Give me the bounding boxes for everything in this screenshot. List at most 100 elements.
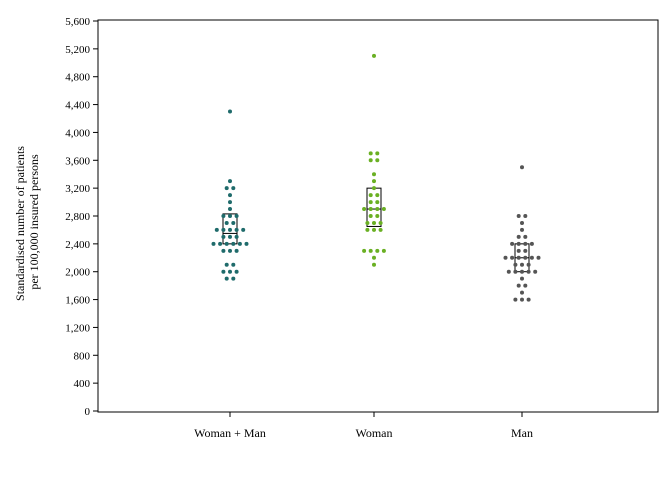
y-tick-label: 2,800	[65, 211, 90, 223]
data-point	[362, 207, 367, 212]
data-point	[368, 207, 373, 212]
data-point	[372, 220, 376, 225]
data-point	[231, 220, 236, 225]
data-point	[533, 269, 538, 274]
data-point	[520, 276, 524, 281]
data-point	[228, 193, 232, 198]
iqr-box	[366, 187, 382, 227]
data-point	[520, 290, 524, 295]
data-point	[228, 269, 232, 274]
data-point	[375, 200, 380, 205]
data-point	[516, 234, 521, 239]
data-point	[231, 186, 236, 191]
data-point	[520, 262, 524, 267]
y-tick-label: 2,400	[65, 239, 90, 251]
data-point	[372, 262, 376, 267]
data-point	[516, 248, 521, 253]
data-point	[520, 297, 524, 302]
data-point	[526, 262, 531, 267]
data-point	[368, 200, 373, 205]
data-point	[375, 193, 380, 198]
y-axis-title-line-2: per 100,000 insured persons	[27, 154, 41, 290]
data-marks	[211, 53, 541, 302]
data-point	[520, 220, 524, 225]
data-point	[368, 158, 373, 163]
data-point	[228, 179, 232, 184]
data-point	[375, 207, 380, 212]
data-point	[523, 248, 528, 253]
data-point	[372, 53, 376, 58]
data-point	[375, 158, 380, 163]
data-point	[224, 241, 229, 246]
data-point	[516, 283, 521, 288]
data-point	[368, 193, 373, 198]
y-tick-label: 1,200	[65, 322, 90, 334]
y-tick-label: 4,800	[65, 72, 90, 84]
series-group	[503, 165, 541, 302]
data-point	[365, 227, 370, 232]
data-point	[523, 255, 528, 260]
data-point	[523, 283, 528, 288]
y-tick-label: 400	[74, 378, 91, 390]
y-tick-label: 3,200	[65, 183, 90, 195]
data-point	[221, 214, 226, 218]
data-point	[214, 227, 219, 232]
data-point	[506, 269, 511, 274]
data-point	[365, 220, 370, 225]
data-point	[234, 234, 239, 239]
y-tick-label: 5,600	[65, 16, 90, 28]
data-point	[526, 297, 531, 302]
y-axis: 0 400 800 1,200 1,600 2,000 2,400 2,800 3,200 3,6…	[65, 16, 98, 418]
data-point	[372, 227, 376, 232]
y-axis-title: Standardised number of patients per 100,…	[13, 143, 41, 301]
y-tick-label: 1,600	[65, 295, 90, 307]
data-point	[231, 276, 236, 281]
y-tick-label: 4,000	[65, 127, 90, 139]
data-point	[228, 214, 232, 218]
data-point	[516, 241, 521, 246]
data-point	[241, 227, 246, 232]
data-point	[221, 227, 226, 232]
data-point	[224, 220, 229, 225]
data-point	[378, 227, 383, 232]
data-point	[381, 207, 386, 212]
data-point	[529, 241, 534, 246]
data-point	[228, 109, 232, 114]
x-axis: Woman + Man Woman Man	[194, 412, 533, 440]
data-point	[513, 269, 518, 274]
data-point	[372, 255, 376, 260]
data-point	[234, 248, 239, 253]
data-point	[231, 241, 236, 246]
y-tick-label: 800	[74, 350, 91, 362]
series-group	[211, 109, 249, 281]
data-point	[224, 186, 229, 191]
data-point	[523, 234, 528, 239]
x-tick-label: Man	[511, 426, 533, 440]
data-point	[510, 241, 515, 246]
data-point	[231, 262, 236, 267]
data-point	[526, 269, 531, 274]
data-point	[523, 214, 528, 218]
data-point	[372, 186, 376, 191]
data-point	[529, 255, 534, 260]
data-point	[375, 151, 380, 156]
data-point	[228, 207, 232, 212]
data-point	[368, 214, 373, 218]
data-point	[228, 200, 232, 205]
x-tick-label: Woman	[355, 426, 392, 440]
data-point	[516, 255, 521, 260]
data-point	[375, 214, 380, 218]
y-tick-label: 3,600	[65, 155, 90, 167]
data-point	[510, 255, 515, 260]
data-point	[536, 255, 541, 260]
y-tick-label: 2,000	[65, 267, 90, 279]
data-point	[221, 234, 226, 239]
data-point	[224, 276, 229, 281]
data-point	[520, 165, 524, 170]
data-point	[368, 151, 373, 156]
data-point	[372, 172, 376, 177]
data-point	[516, 214, 521, 218]
data-point	[378, 220, 383, 225]
y-tick-label: 0	[85, 406, 91, 418]
